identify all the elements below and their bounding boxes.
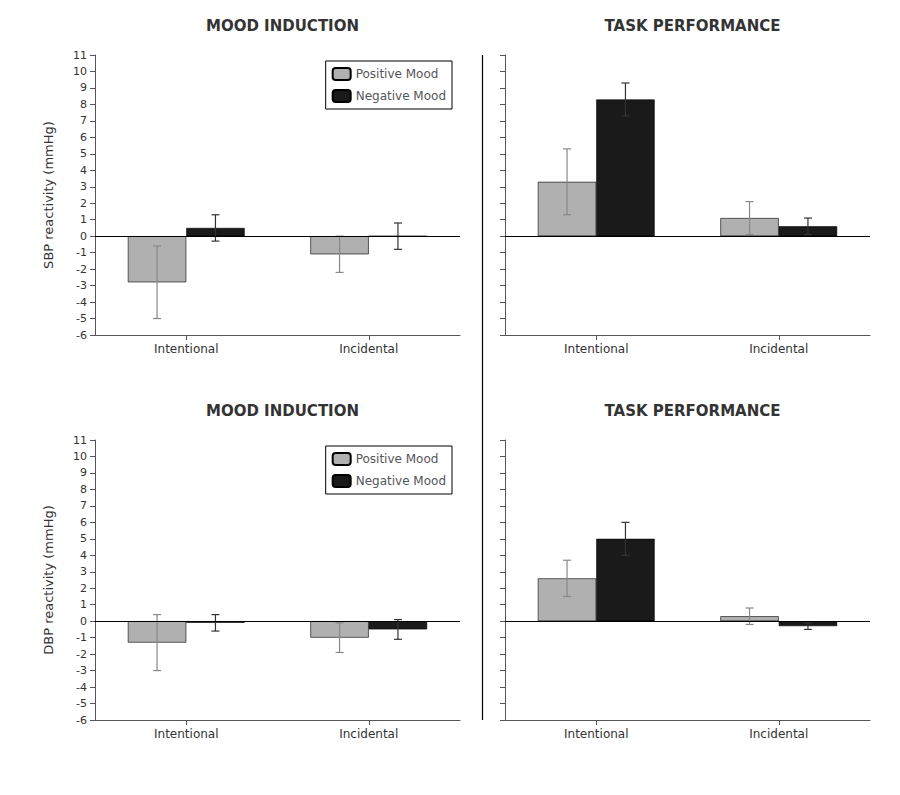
svg-text:Incidental: Incidental — [339, 342, 398, 356]
svg-text:4: 4 — [80, 549, 87, 562]
svg-text:Intentional: Intentional — [154, 342, 219, 356]
svg-text:11: 11 — [73, 434, 87, 447]
svg-text:-5: -5 — [76, 697, 87, 710]
svg-text:6: 6 — [80, 516, 87, 529]
svg-text:9: 9 — [80, 466, 87, 479]
svg-text:MOOD INDUCTION: MOOD INDUCTION — [206, 17, 359, 35]
svg-text:-4: -4 — [76, 681, 87, 694]
svg-text:8: 8 — [80, 483, 87, 496]
svg-text:-3: -3 — [76, 279, 87, 292]
svg-text:3: 3 — [80, 565, 87, 578]
svg-text:-2: -2 — [76, 263, 87, 276]
svg-text:Intentional: Intentional — [564, 727, 629, 741]
svg-text:7: 7 — [80, 499, 87, 512]
svg-text:-5: -5 — [76, 312, 87, 325]
svg-text:Positive Mood: Positive Mood — [356, 452, 439, 466]
svg-text:Positive Mood: Positive Mood — [356, 67, 439, 81]
svg-text:-1: -1 — [76, 631, 87, 644]
svg-text:SBP reactivity (mmHg): SBP reactivity (mmHg) — [41, 121, 56, 269]
svg-text:6: 6 — [80, 131, 87, 144]
svg-text:3: 3 — [80, 180, 87, 193]
svg-text:10: 10 — [73, 65, 87, 78]
svg-text:5: 5 — [80, 532, 87, 545]
svg-text:5: 5 — [80, 147, 87, 160]
svg-text:Negative Mood: Negative Mood — [356, 474, 446, 488]
svg-text:-3: -3 — [76, 664, 87, 677]
svg-text:Negative Mood: Negative Mood — [356, 89, 446, 103]
svg-text:DBP reactivity (mmHg): DBP reactivity (mmHg) — [41, 505, 56, 655]
svg-text:8: 8 — [80, 98, 87, 111]
svg-text:10: 10 — [73, 450, 87, 463]
svg-text:TASK PERFORMANCE: TASK PERFORMANCE — [604, 402, 780, 420]
svg-text:Intentional: Intentional — [564, 342, 629, 356]
svg-text:Intentional: Intentional — [154, 727, 219, 741]
svg-text:-1: -1 — [76, 246, 87, 259]
svg-text:7: 7 — [80, 114, 87, 127]
svg-text:4: 4 — [80, 164, 87, 177]
svg-text:TASK PERFORMANCE: TASK PERFORMANCE — [604, 17, 780, 35]
svg-text:2: 2 — [80, 197, 87, 210]
svg-text:-6: -6 — [76, 714, 87, 727]
svg-text:0: 0 — [80, 230, 87, 243]
svg-text:11: 11 — [73, 49, 87, 62]
svg-text:1: 1 — [80, 213, 87, 226]
svg-text:9: 9 — [80, 81, 87, 94]
svg-text:-2: -2 — [76, 648, 87, 661]
svg-text:Incidental: Incidental — [749, 727, 808, 741]
svg-text:Incidental: Incidental — [749, 342, 808, 356]
svg-text:0: 0 — [80, 615, 87, 628]
svg-text:MOOD INDUCTION: MOOD INDUCTION — [206, 402, 359, 420]
svg-text:Incidental: Incidental — [339, 727, 398, 741]
svg-text:1: 1 — [80, 598, 87, 611]
svg-text:2: 2 — [80, 582, 87, 595]
svg-text:-4: -4 — [76, 296, 87, 309]
svg-text:-6: -6 — [76, 329, 87, 342]
